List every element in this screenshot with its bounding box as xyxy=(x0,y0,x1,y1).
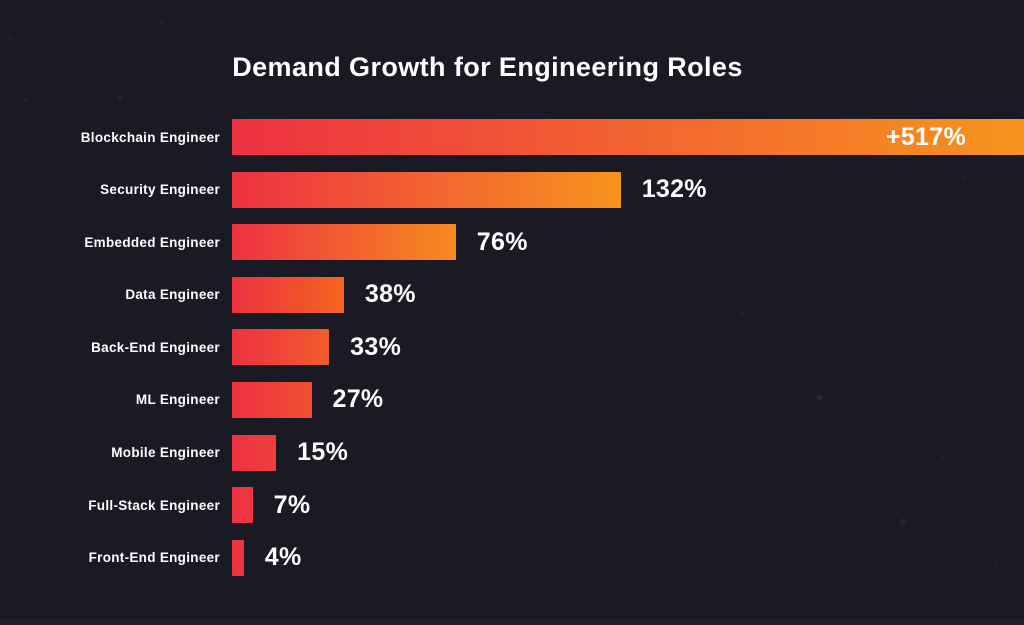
bar xyxy=(232,329,330,366)
bar xyxy=(232,224,456,261)
bar-value: 132% xyxy=(641,175,707,204)
bar-value: 4% xyxy=(264,543,302,572)
chart-row: Front-End Engineer 4% xyxy=(0,539,1024,576)
bar-track: 33% xyxy=(232,329,1024,366)
bar-track: 27% xyxy=(232,381,1024,418)
chart-row: Mobile Engineer 15% xyxy=(0,434,1024,471)
category-label: Mobile Engineer xyxy=(111,445,220,461)
chart-row: Back-End Engineer 33% xyxy=(0,329,1024,366)
category-label: Security Engineer xyxy=(100,182,220,198)
bar-value: 33% xyxy=(350,332,402,361)
bar xyxy=(232,434,277,471)
chart-row: Data Engineer 38% xyxy=(0,276,1024,313)
bar-value: 38% xyxy=(364,280,416,309)
bar xyxy=(232,381,312,418)
bar-track: 4% xyxy=(232,539,1024,576)
chart-row: Blockchain Engineer +517% xyxy=(0,119,1024,155)
bar-track: 76% xyxy=(232,224,1024,261)
category-label: ML Engineer xyxy=(135,392,220,408)
bar-track: 38% xyxy=(232,276,1024,313)
category-label: Back-End Engineer xyxy=(91,339,220,355)
category-label: Blockchain Engineer xyxy=(80,129,220,145)
bar-value: +517% xyxy=(885,122,966,151)
bar-value: 76% xyxy=(476,227,528,256)
chart-row: Embedded Engineer 76% xyxy=(0,224,1024,261)
bar xyxy=(232,171,621,208)
bar-track: 15% xyxy=(232,434,1024,471)
chart-row: Security Engineer 132% xyxy=(0,171,1024,208)
bar xyxy=(232,539,244,576)
bar xyxy=(232,487,253,524)
bottom-strip xyxy=(0,619,1024,625)
bar: +517% xyxy=(232,119,1024,155)
chart-title: Demand Growth for Engineering Roles xyxy=(232,52,743,82)
category-label: Embedded Engineer xyxy=(84,234,220,250)
category-label: Front-End Engineer xyxy=(88,550,220,566)
bar-rows: Blockchain Engineer +517% Security Engin… xyxy=(0,119,1024,592)
bar-value: 15% xyxy=(297,438,349,467)
bar-value: 27% xyxy=(332,385,384,414)
bar-track: +517% xyxy=(232,119,1024,155)
bar-track: 132% xyxy=(232,171,1024,208)
chart-row: ML Engineer 27% xyxy=(0,381,1024,418)
category-label: Full-Stack Engineer xyxy=(88,497,220,513)
chart-row: Full-Stack Engineer 7% xyxy=(0,487,1024,524)
bar-track: 7% xyxy=(232,487,1024,524)
bar-value: 7% xyxy=(273,490,311,519)
category-label: Data Engineer xyxy=(125,287,220,303)
bar xyxy=(232,276,344,313)
